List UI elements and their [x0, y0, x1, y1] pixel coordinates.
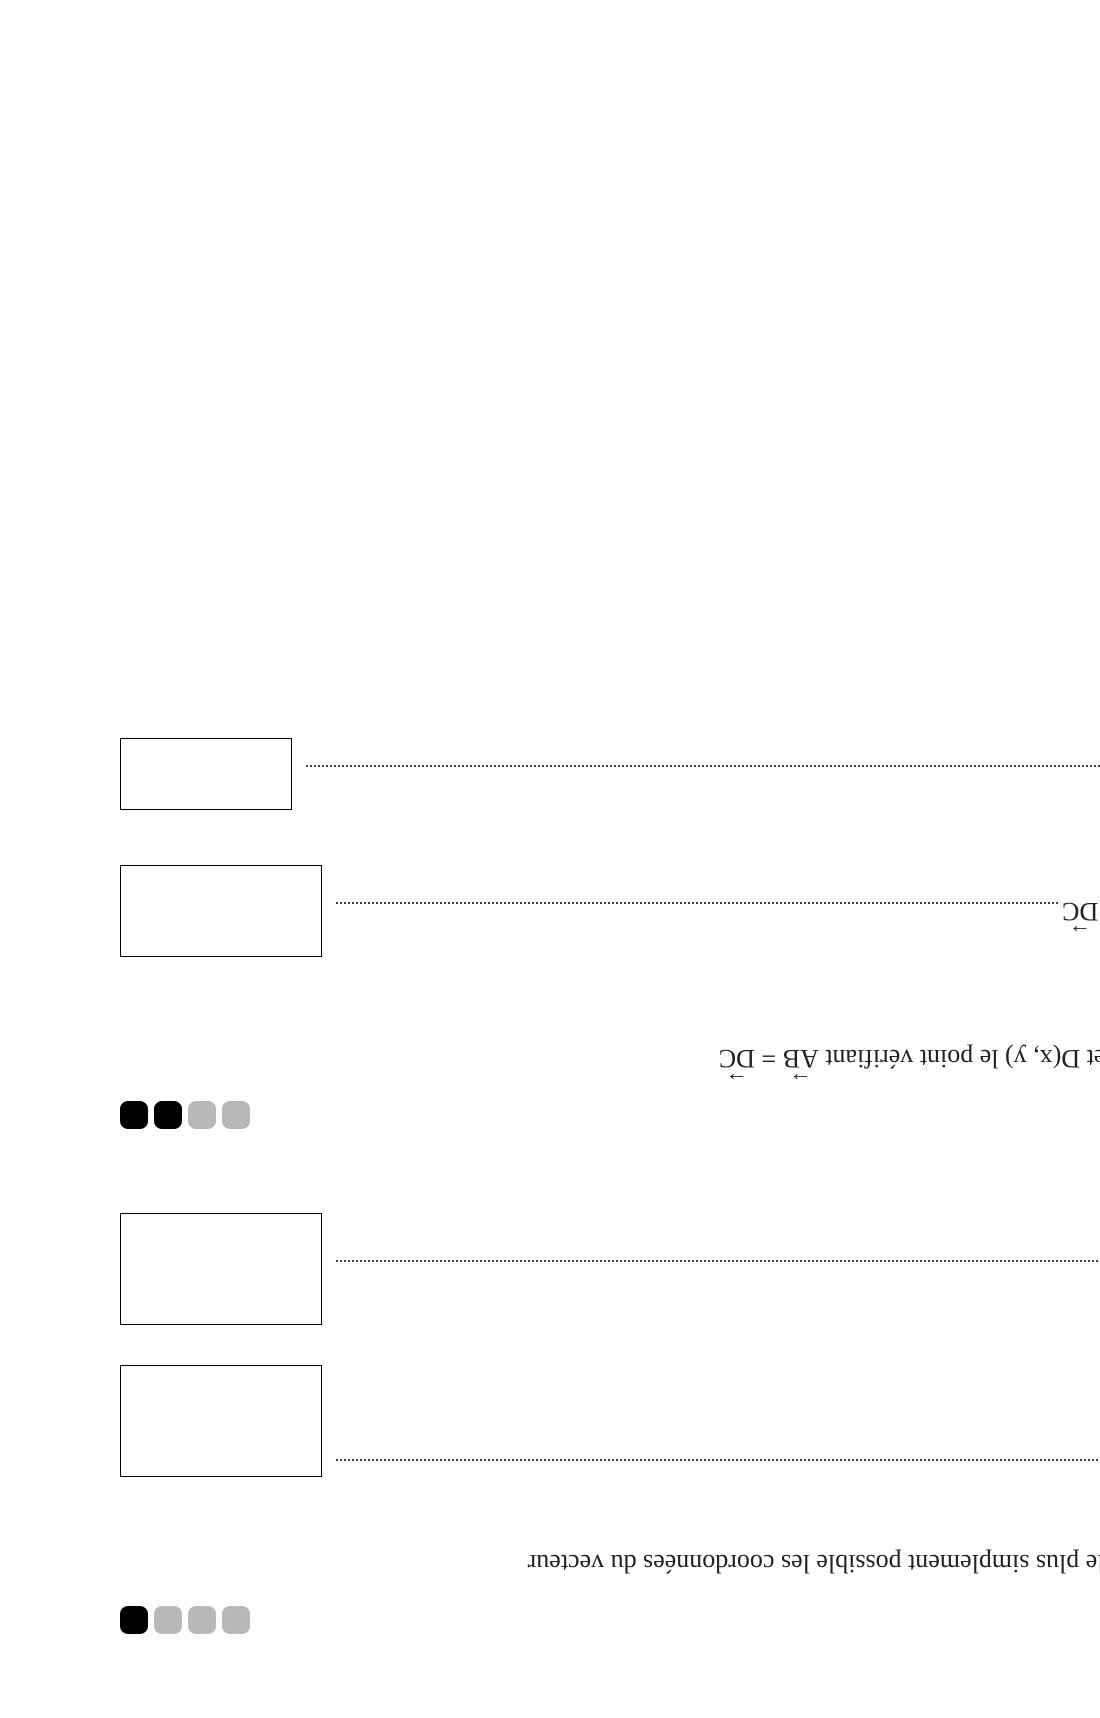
- answer-box[interactable]: [120, 865, 322, 957]
- badge-icon: [222, 1101, 250, 1129]
- badge-icon: [120, 1101, 148, 1129]
- ex3-intro: On considère les points A(1, −2), B(8, −…: [120, 1040, 1100, 1078]
- ex3-header-row: Exercice 3: [120, 1077, 1100, 1153]
- ex3-row-c: c) En déduire les coordonnées de D: [120, 738, 1100, 810]
- ex3-difficulty-badges: [120, 1101, 250, 1129]
- dotted-line: [336, 902, 1058, 920]
- badge-icon: [120, 1606, 148, 1634]
- dotted-line: [336, 1459, 1100, 1477]
- vector-dc: DC: [719, 1040, 755, 1078]
- ex2-item-b: b) A ( α α − 1 , −2 − α α ) et B ( 1 α −…: [120, 1213, 1100, 1325]
- dotted-line: [306, 765, 1100, 783]
- page: Exercice 2 Dans chacun des cas suivants,…: [0, 618, 1100, 1718]
- ex3-intro-prefix: On considère les points A(1, −2), B(8, −…: [819, 1044, 1100, 1073]
- ex2-header-row: Exercice 2: [120, 1582, 1100, 1658]
- eq-sign: =: [755, 1044, 776, 1073]
- ex2-item-a: a) A(−1 − α2, 2α) et B(−2α, 1): [120, 1365, 1100, 1477]
- ex2-intro-prefix: Dans chacun des cas suivants, calculer e…: [528, 1549, 1100, 1578]
- answer-box[interactable]: [120, 1365, 322, 1477]
- badge-icon: [188, 1606, 216, 1634]
- answer-box[interactable]: [120, 1213, 322, 1325]
- badge-icon: [222, 1606, 250, 1634]
- dotted-line: [336, 1260, 1100, 1278]
- vector-ab: AB: [783, 1040, 819, 1078]
- ex3-row-ab: a) AB b) DC: [120, 850, 1100, 972]
- ex3-intro-line2: Calculer, en fonction de x et y, les coo…: [120, 1002, 1100, 1040]
- ex2-difficulty-badges: [120, 1606, 250, 1634]
- badge-icon: [154, 1606, 182, 1634]
- badge-icon: [154, 1101, 182, 1129]
- badge-icon: [188, 1101, 216, 1129]
- answer-box[interactable]: [120, 738, 292, 810]
- vector-dc: DC: [1062, 892, 1098, 930]
- ex2-intro: Dans chacun des cas suivants, calculer e…: [120, 1507, 1100, 1582]
